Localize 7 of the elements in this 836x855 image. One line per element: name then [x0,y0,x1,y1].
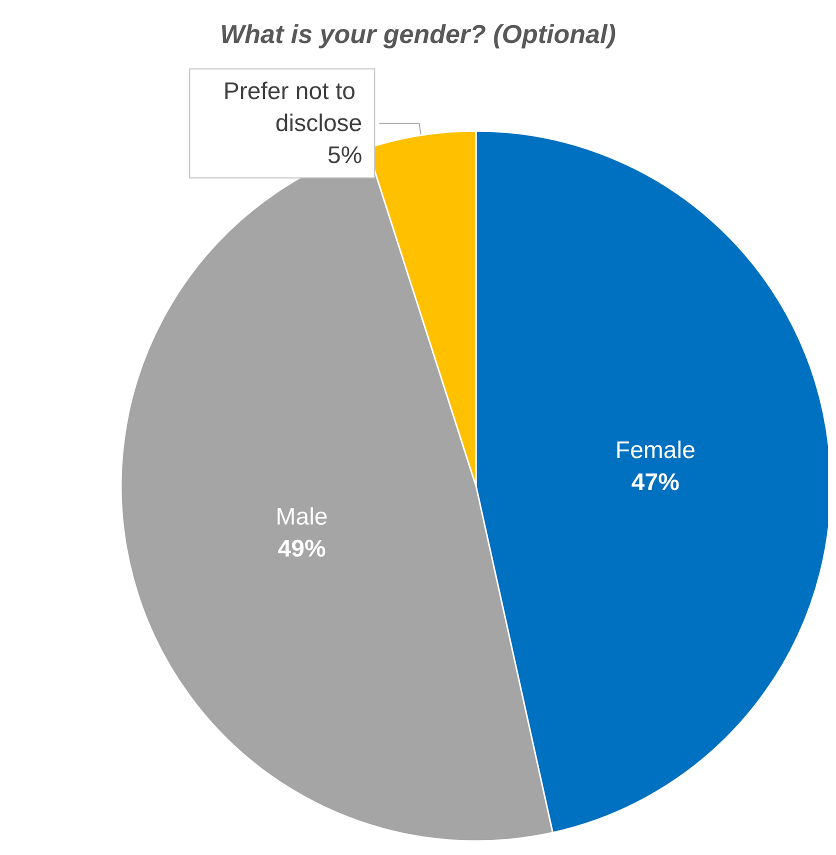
slice-label: Female [615,436,696,464]
chart-title: What is your gender? (Optional) [220,19,616,49]
slice-label: Prefer not to disclose [223,78,362,137]
data-label: 49% [278,536,326,563]
slice-label: Male [276,504,328,531]
data-label: 5% [327,142,362,169]
data-label: 47% [631,468,680,496]
